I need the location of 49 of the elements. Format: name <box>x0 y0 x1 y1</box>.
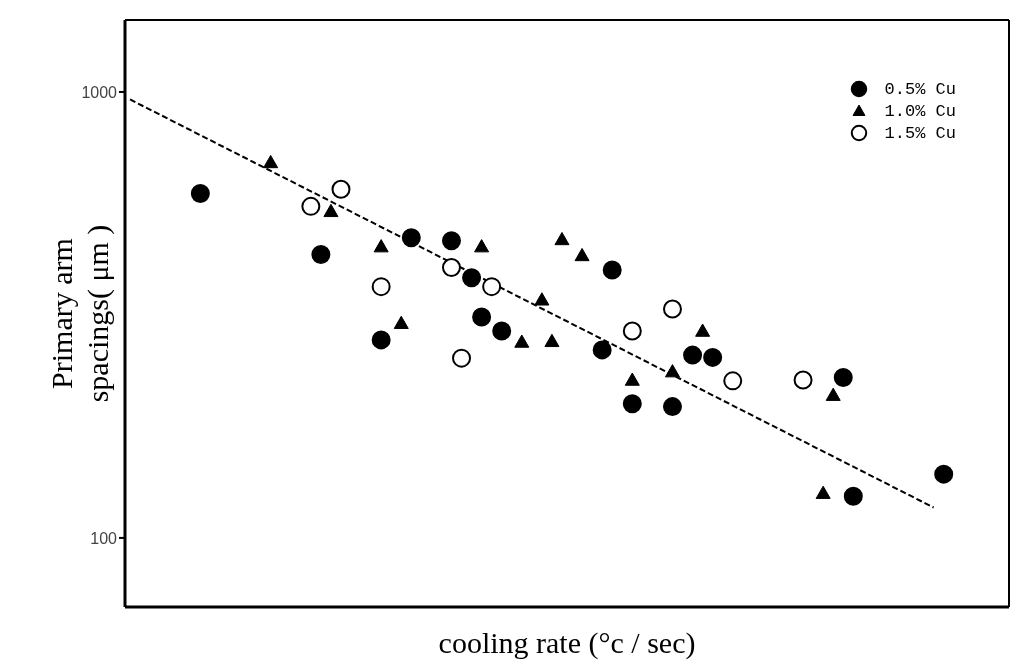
point <box>622 321 642 341</box>
point <box>662 299 682 319</box>
point <box>401 228 421 248</box>
point <box>683 345 703 365</box>
point <box>843 486 863 506</box>
point <box>331 179 351 199</box>
point <box>441 258 461 277</box>
x-axis-title: cooling rate (°c / sec) <box>438 626 696 660</box>
point <box>371 330 391 350</box>
point <box>514 334 530 348</box>
point <box>592 340 612 360</box>
point <box>441 231 461 251</box>
point <box>833 367 853 387</box>
point <box>574 247 590 262</box>
point <box>624 372 640 386</box>
legend-label: 1.0% Cu <box>884 101 956 121</box>
point <box>311 245 331 265</box>
y-tick-label: 100 <box>90 529 118 547</box>
point <box>664 364 680 378</box>
point <box>482 277 502 297</box>
point <box>393 315 409 329</box>
point <box>492 321 512 341</box>
legend-label: 0.5% Cu <box>884 79 956 99</box>
point <box>323 203 339 218</box>
point <box>554 231 570 246</box>
y-axis-title: Primary arm spacings( μm ) <box>45 224 115 403</box>
point <box>373 239 389 253</box>
point <box>602 260 622 280</box>
point <box>544 333 560 348</box>
point <box>703 347 723 367</box>
legend-label: 1.5% Cu <box>884 123 956 143</box>
point <box>301 196 321 216</box>
point <box>723 371 743 391</box>
point <box>371 277 391 297</box>
point <box>472 307 492 327</box>
point <box>534 292 550 306</box>
y-tick-label: 1000 <box>81 83 118 101</box>
point <box>793 370 813 390</box>
point <box>190 184 210 203</box>
point <box>622 394 642 414</box>
point <box>452 348 472 368</box>
point <box>474 239 490 253</box>
point <box>263 154 279 169</box>
point <box>662 397 682 417</box>
point <box>825 387 841 401</box>
point <box>695 323 711 337</box>
point <box>815 485 831 499</box>
point <box>462 268 482 288</box>
point <box>934 464 954 484</box>
